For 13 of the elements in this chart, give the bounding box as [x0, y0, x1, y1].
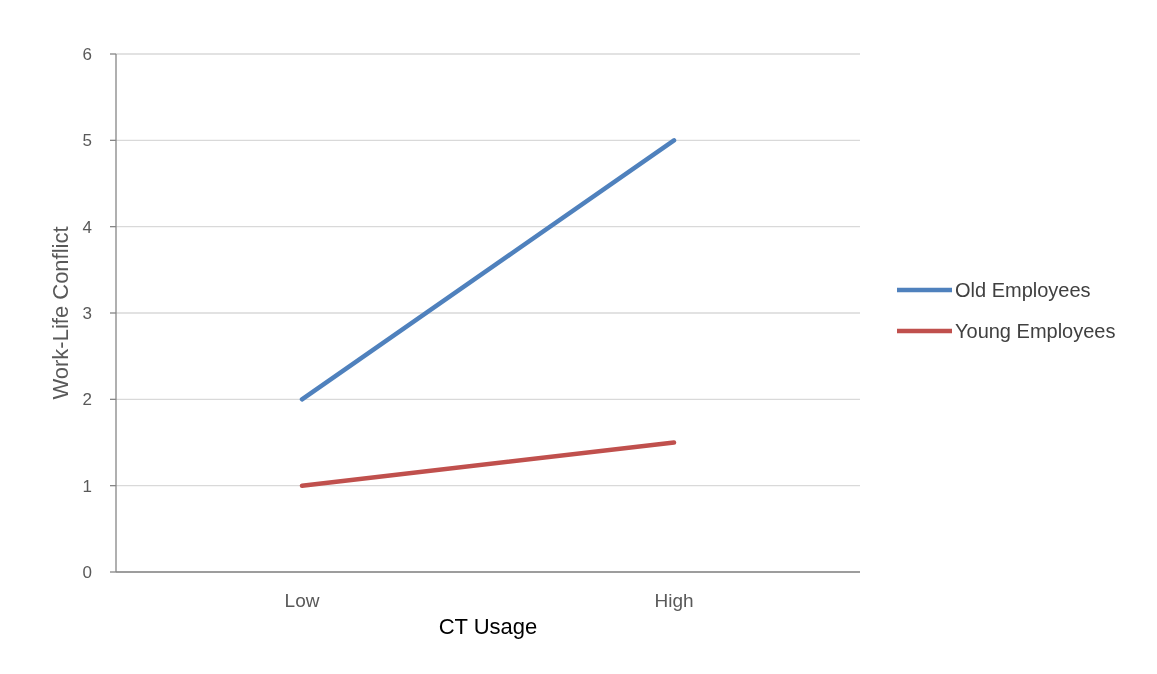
y-tick-label: 1 — [82, 476, 92, 496]
y-tick-label: 3 — [82, 303, 92, 323]
y-tick-label: 5 — [82, 131, 92, 151]
y-axis-title: Work-Life Conflict — [48, 226, 73, 400]
y-tick-label: 4 — [82, 217, 92, 237]
y-tick-label: 0 — [82, 562, 92, 582]
legend-label: Old Employees — [955, 279, 1091, 301]
x-tick-label: Low — [284, 590, 320, 611]
legend-label: Young Employees — [955, 320, 1116, 342]
y-tick-label: 2 — [82, 390, 92, 410]
y-tick-label: 6 — [82, 44, 92, 64]
x-tick-label: High — [654, 590, 694, 611]
x-axis-title: CT Usage — [438, 614, 538, 639]
